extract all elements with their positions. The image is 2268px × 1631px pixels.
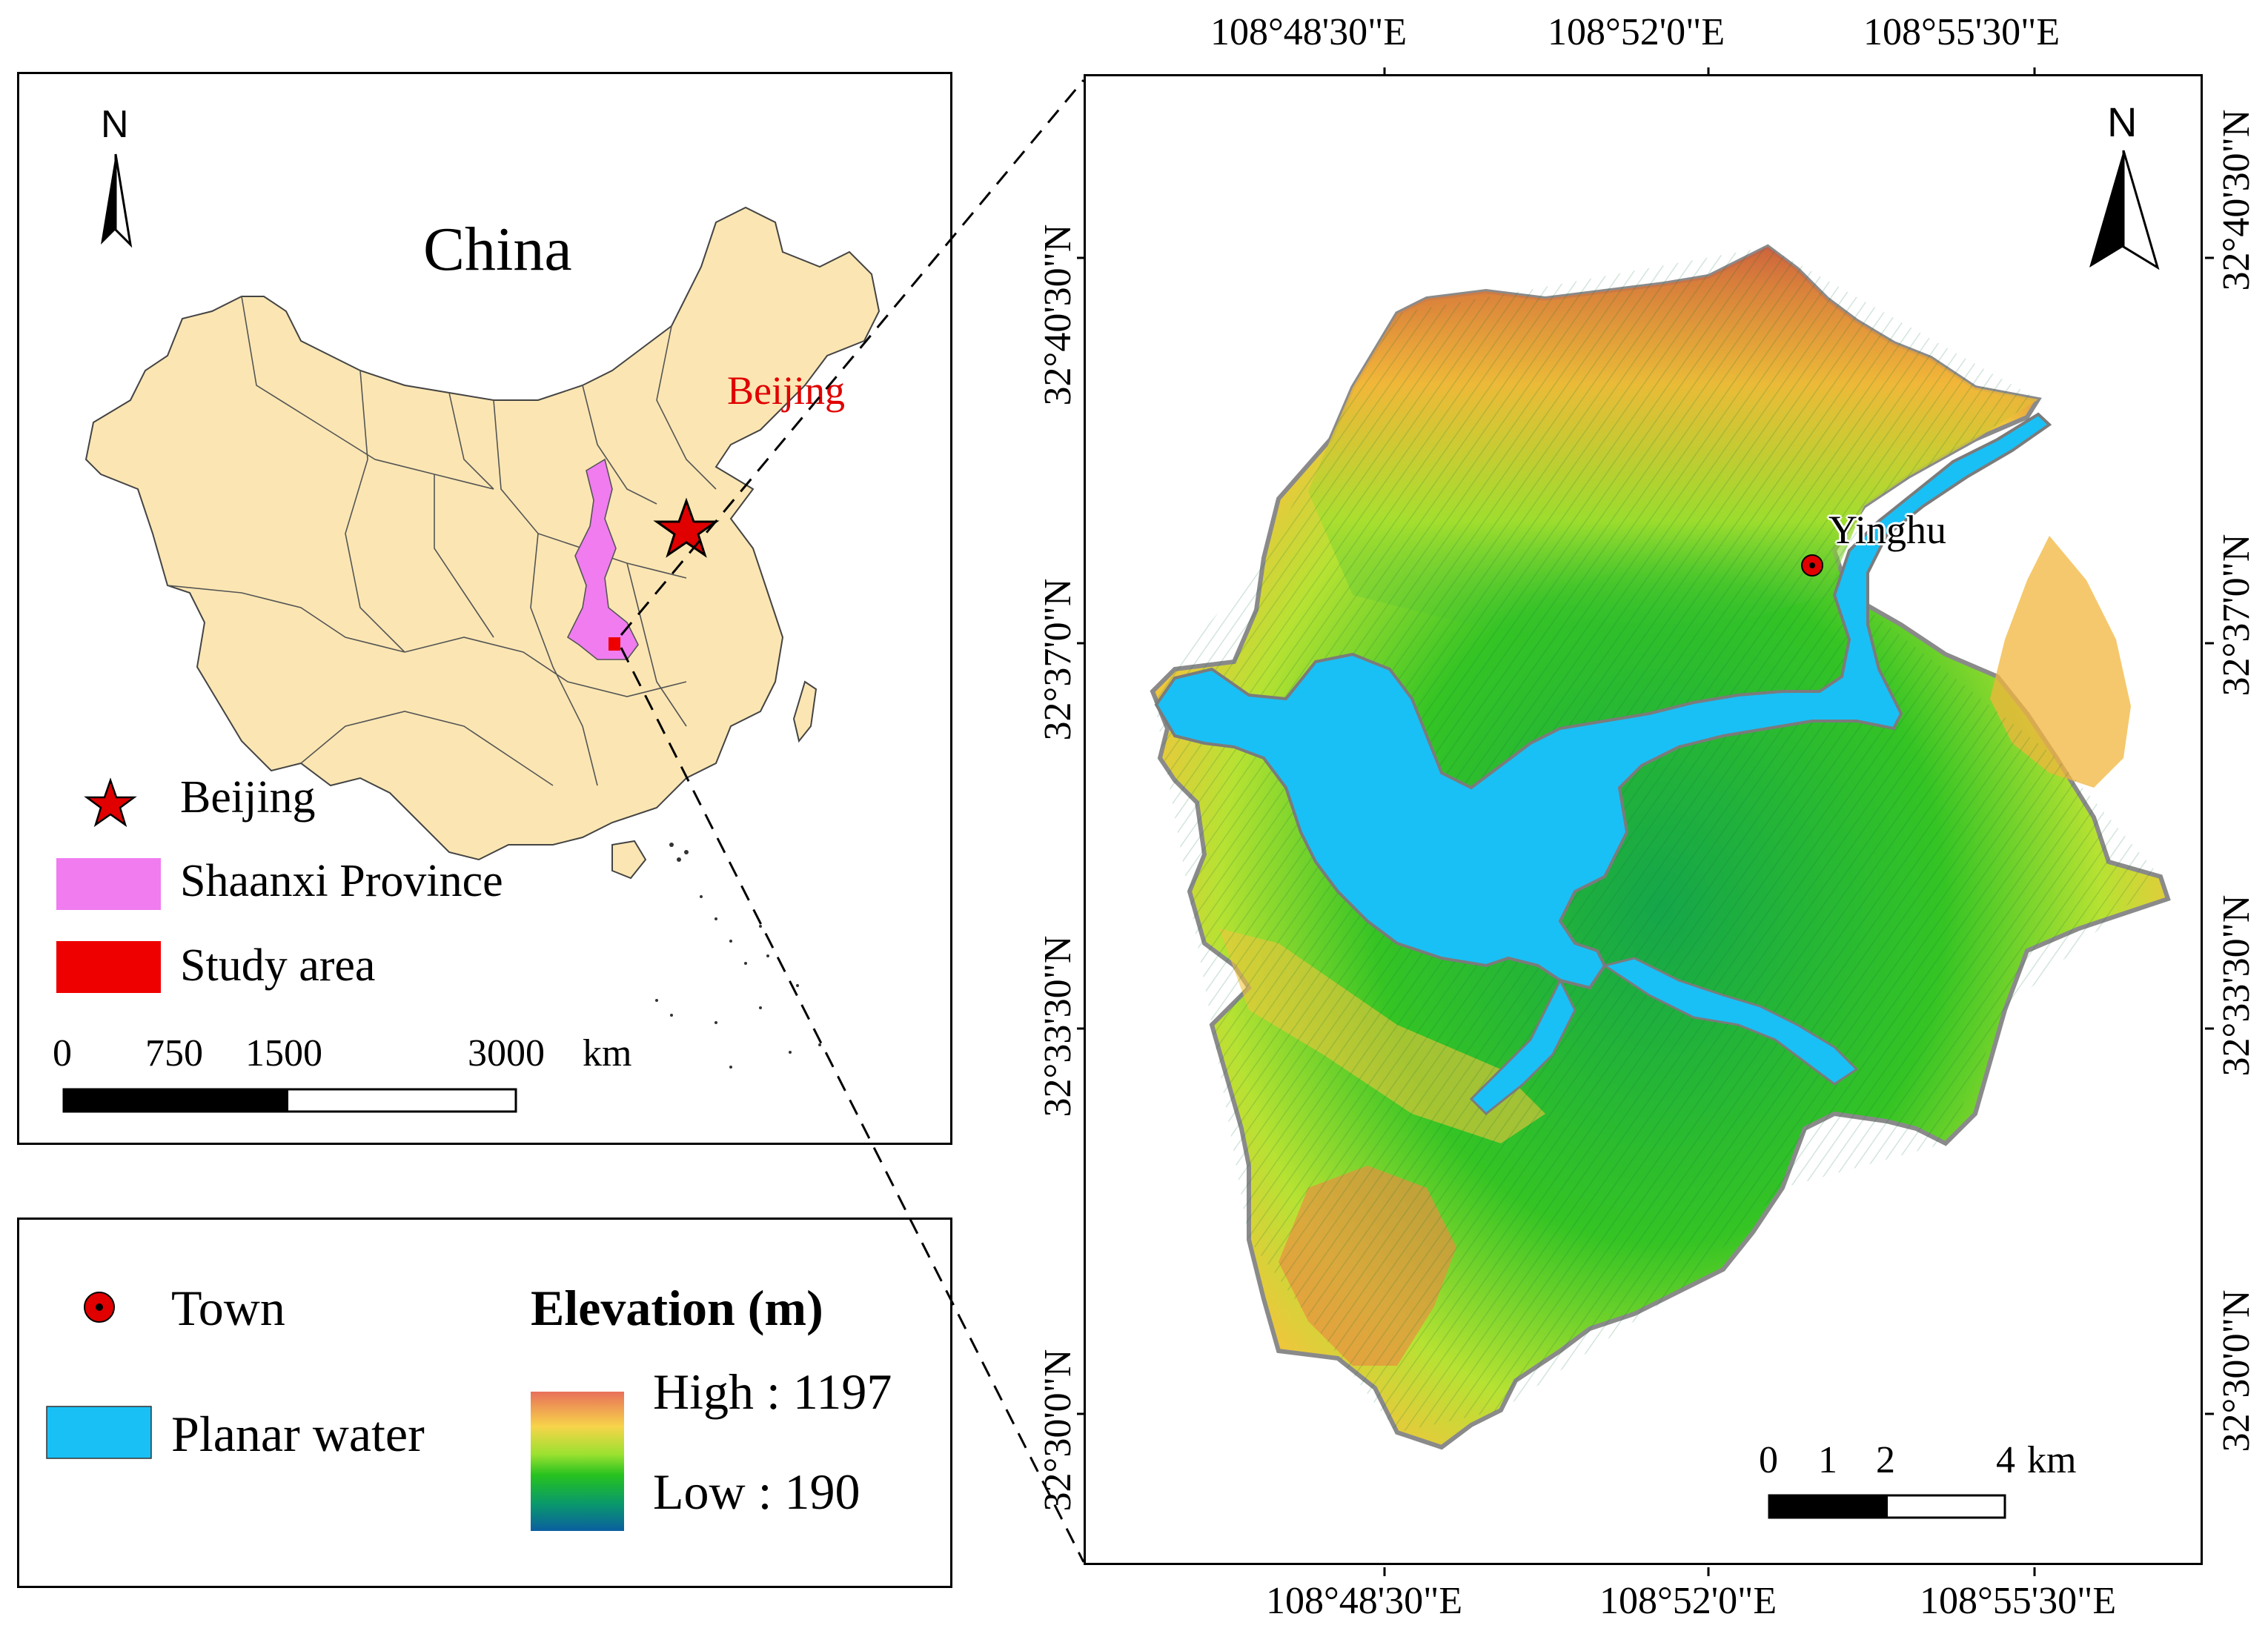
elevation-title: Elevation (m) bbox=[531, 1280, 823, 1336]
hainan-island bbox=[611, 840, 647, 880]
main-map-panel: N Yinghu 0 1 2 4 km bbox=[1077, 67, 2214, 1576]
china-map bbox=[56, 153, 881, 1113]
study-area-marker bbox=[609, 637, 620, 651]
left-lat-label-1: 32°40'30"N bbox=[1037, 224, 1079, 406]
study-area-dem bbox=[1077, 67, 2214, 1576]
legend-panel: Town Planar water Elevation (m) High : 1… bbox=[17, 1218, 952, 1588]
yinghu-town-icon bbox=[1801, 554, 1823, 577]
eastern-ridge bbox=[1990, 536, 2131, 788]
right-lat-label-1: 32°40'30"N bbox=[2215, 109, 2258, 291]
frame-ticks bbox=[1077, 67, 2214, 1576]
china-label: China bbox=[423, 215, 572, 284]
inset-scale-tick-750: 750 bbox=[145, 1032, 203, 1074]
main-north-label: N bbox=[2107, 99, 2138, 145]
top-lon-label-2: 108°52'0"E bbox=[1548, 11, 1725, 53]
terrain-texture bbox=[1153, 247, 2161, 1432]
beijing-map-label: Beijing bbox=[727, 368, 845, 413]
left-lat-label-4: 32°30'0"N bbox=[1037, 1349, 1079, 1512]
right-lat-label-4: 32°30'0"N bbox=[2215, 1289, 2258, 1452]
beijing-star-icon bbox=[653, 497, 720, 558]
legend-study-area-label: Study area bbox=[180, 940, 376, 991]
taiwan-island bbox=[792, 680, 818, 743]
left-lat-label-2: 32°37'0"N bbox=[1037, 578, 1079, 741]
main-scale-bar bbox=[1768, 1494, 2006, 1519]
legend-town-label: Town bbox=[171, 1280, 285, 1336]
top-lon-label-3: 108°55'30"E bbox=[1863, 11, 2060, 53]
inset-scale-tick-1500: 1500 bbox=[245, 1032, 322, 1074]
planar-water-swatch bbox=[46, 1406, 152, 1459]
top-lon-label-1: 108°48'30"E bbox=[1210, 11, 1407, 53]
legend-beijing-label: Beijing bbox=[180, 772, 316, 823]
elevation-color-ramp bbox=[531, 1392, 624, 1531]
main-scale-tick-0: 0 bbox=[1759, 1439, 1778, 1481]
inset-scale-bar bbox=[62, 1088, 517, 1113]
china-outline bbox=[84, 206, 881, 861]
right-lat-label-3: 32°33'30"N bbox=[2215, 894, 2258, 1077]
main-scale-tick-4: 4 bbox=[1996, 1439, 2015, 1481]
river-south-branch bbox=[1469, 977, 1576, 1116]
bottom-lon-label-1: 108°48'30"E bbox=[1266, 1580, 1463, 1622]
province-borders bbox=[167, 296, 717, 786]
legend-shaanxi-label: Shaanxi Province bbox=[180, 856, 503, 906]
legend-shaanxi-swatch bbox=[56, 858, 161, 910]
legend-water-label: Planar water bbox=[171, 1406, 425, 1462]
inset-scale-tick-0: 0 bbox=[53, 1032, 72, 1074]
legend-star-icon bbox=[84, 777, 137, 828]
main-scale-tick-2: 2 bbox=[1876, 1439, 1895, 1481]
inset-scale-unit: km bbox=[583, 1032, 632, 1074]
elevation-high-label: High : 1197 bbox=[653, 1363, 892, 1420]
town-icon bbox=[84, 1292, 115, 1323]
inset-north-label: N bbox=[101, 103, 129, 146]
elevation-low-label: Low : 190 bbox=[653, 1464, 861, 1520]
main-scale-tick-1: 1 bbox=[1818, 1439, 1837, 1481]
legend-graphics bbox=[46, 1292, 624, 1531]
right-lat-label-2: 32°37'0"N bbox=[2215, 534, 2258, 697]
main-north-arrow-icon bbox=[2089, 150, 2160, 270]
legend-study-area-swatch bbox=[56, 941, 161, 993]
planar-water-reservoir bbox=[1154, 412, 2052, 990]
bottom-lon-label-2: 108°52'0"E bbox=[1599, 1580, 1777, 1622]
yinghu-label: Yinghu bbox=[1828, 508, 1947, 552]
inset-scale-tick-3000: 3000 bbox=[468, 1032, 545, 1074]
south-china-sea-islands bbox=[655, 843, 821, 1069]
left-lat-label-3: 32°33'30"N bbox=[1037, 935, 1079, 1117]
north-arrow-icon bbox=[101, 153, 133, 248]
river-southeast-branch bbox=[1602, 957, 1859, 1086]
main-scale-unit: km bbox=[2027, 1439, 2077, 1481]
inset-map-panel: N China Beijing Beijing Shaanxi Province… bbox=[17, 72, 952, 1145]
bottom-lon-label-3: 108°55'30"E bbox=[1920, 1580, 2117, 1622]
